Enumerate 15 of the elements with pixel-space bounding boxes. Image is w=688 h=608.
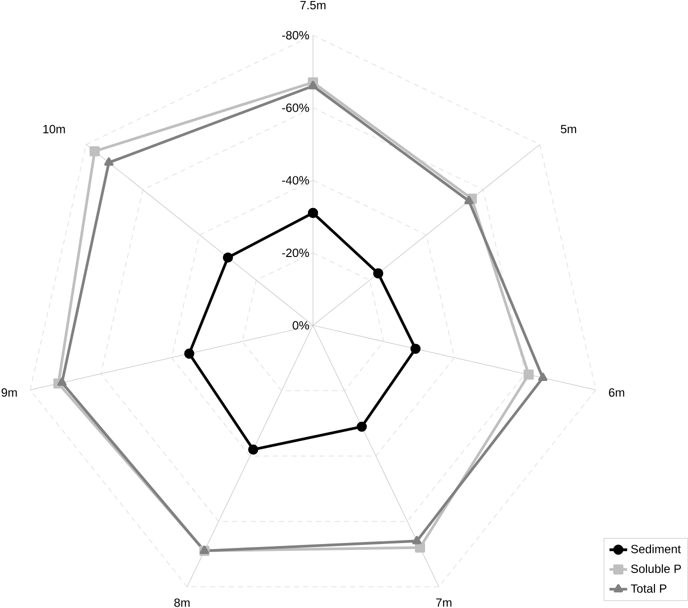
spoke-label: 8m: [174, 598, 190, 607]
spoke-label: 6m: [608, 388, 624, 397]
spoke-label: 7m: [436, 598, 452, 607]
spoke-label: 7.5m: [300, 1, 326, 10]
y-tick-label: 0%: [292, 321, 309, 330]
y-tick-label: -20%: [282, 248, 309, 258]
legend-label: Total P: [630, 584, 666, 593]
y-tick-label: -80%: [282, 31, 309, 40]
spoke-label: 10m: [43, 124, 65, 134]
spoke-label: 9m: [2, 388, 17, 397]
legend-label: Sediment: [631, 544, 681, 554]
y-tick-label: -40%: [282, 176, 309, 185]
y-tick-label: -60%: [282, 104, 309, 112]
legend-label: Soluble P: [631, 564, 681, 574]
spoke-label: 5m: [560, 124, 576, 134]
